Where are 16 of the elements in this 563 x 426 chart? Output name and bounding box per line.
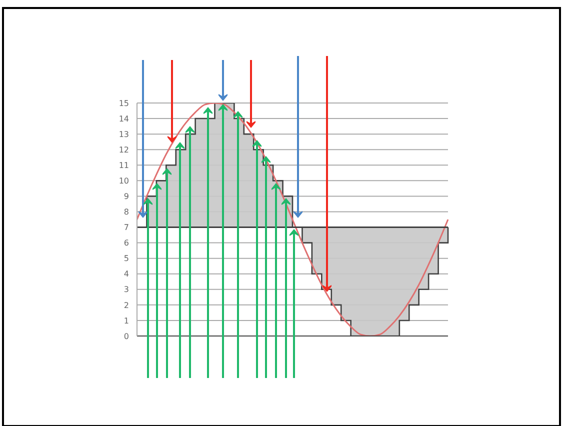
y-tick-label: 15 xyxy=(118,98,129,108)
y-tick-label: 2 xyxy=(124,300,129,310)
y-tick-label: 11 xyxy=(118,160,129,170)
y-tick-label: 8 xyxy=(124,208,129,217)
y-tick-label: 9 xyxy=(124,192,129,202)
y-tick-label: 12 xyxy=(118,145,129,154)
y-tick-label: 5 xyxy=(124,254,129,264)
y-tick-label: 0 xyxy=(124,332,129,341)
y-tick-label: 3 xyxy=(124,285,129,294)
y-tick-label: 4 xyxy=(124,270,129,279)
y-tick-label: 14 xyxy=(118,114,129,124)
y-tick-label: 1 xyxy=(124,316,129,326)
y-tick-label: 7 xyxy=(124,223,129,232)
y-tick-label: 13 xyxy=(118,130,129,139)
y-tick-label: 6 xyxy=(124,238,129,248)
y-tick-label: 10 xyxy=(118,176,129,186)
